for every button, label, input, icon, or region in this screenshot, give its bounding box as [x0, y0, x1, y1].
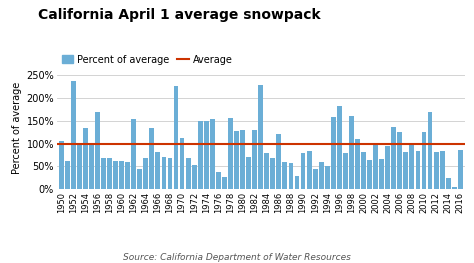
Bar	[258, 85, 263, 189]
Bar	[192, 165, 197, 189]
Bar	[392, 127, 396, 189]
Bar	[125, 162, 130, 189]
Text: Source: California Department of Water Resources: Source: California Department of Water R…	[123, 253, 351, 262]
Bar	[71, 81, 76, 189]
Bar	[349, 116, 354, 189]
Bar	[204, 121, 209, 189]
Bar	[186, 158, 191, 189]
Bar	[294, 176, 300, 189]
Bar	[222, 178, 227, 189]
Y-axis label: Percent of average: Percent of average	[12, 82, 22, 174]
Bar	[434, 152, 438, 189]
Bar	[131, 119, 136, 189]
Bar	[59, 141, 64, 189]
Bar	[119, 161, 124, 189]
Bar	[301, 153, 305, 189]
Bar	[331, 117, 336, 189]
Bar	[246, 157, 251, 189]
Bar	[270, 158, 275, 189]
Text: California April 1 average snowpack: California April 1 average snowpack	[38, 8, 320, 22]
Bar	[325, 166, 329, 189]
Bar	[428, 112, 432, 189]
Bar	[264, 153, 269, 189]
Bar	[403, 152, 408, 189]
Bar	[397, 132, 402, 189]
Bar	[168, 158, 173, 189]
Bar	[421, 132, 427, 189]
Bar	[173, 86, 178, 189]
Bar	[240, 130, 245, 189]
Bar	[210, 119, 215, 189]
Bar	[234, 131, 239, 189]
Bar	[198, 121, 203, 189]
Bar	[155, 152, 160, 189]
Bar	[289, 163, 293, 189]
Bar	[337, 106, 342, 189]
Bar	[276, 134, 281, 189]
Bar	[452, 187, 456, 189]
Bar	[410, 143, 414, 189]
Bar	[361, 152, 366, 189]
Bar	[162, 157, 166, 189]
Bar	[95, 112, 100, 189]
Bar	[107, 158, 112, 189]
Bar	[307, 151, 311, 189]
Bar	[113, 161, 118, 189]
Bar	[65, 161, 70, 189]
Bar	[458, 150, 463, 189]
Bar	[143, 158, 148, 189]
Bar	[77, 144, 82, 189]
Bar	[367, 160, 372, 189]
Legend: Percent of average, Average: Percent of average, Average	[62, 54, 233, 64]
Bar	[319, 162, 324, 189]
Bar	[355, 139, 360, 189]
Bar	[180, 138, 184, 189]
Bar	[101, 158, 106, 189]
Bar	[283, 162, 287, 189]
Bar	[252, 130, 257, 189]
Bar	[216, 173, 221, 189]
Bar	[446, 178, 451, 189]
Bar	[149, 128, 154, 189]
Bar	[373, 144, 378, 189]
Bar	[89, 144, 94, 189]
Bar	[228, 118, 233, 189]
Bar	[440, 151, 445, 189]
Bar	[416, 151, 420, 189]
Bar	[343, 153, 348, 189]
Bar	[83, 128, 88, 189]
Bar	[313, 169, 318, 189]
Bar	[137, 169, 142, 189]
Bar	[385, 146, 390, 189]
Bar	[379, 159, 384, 189]
